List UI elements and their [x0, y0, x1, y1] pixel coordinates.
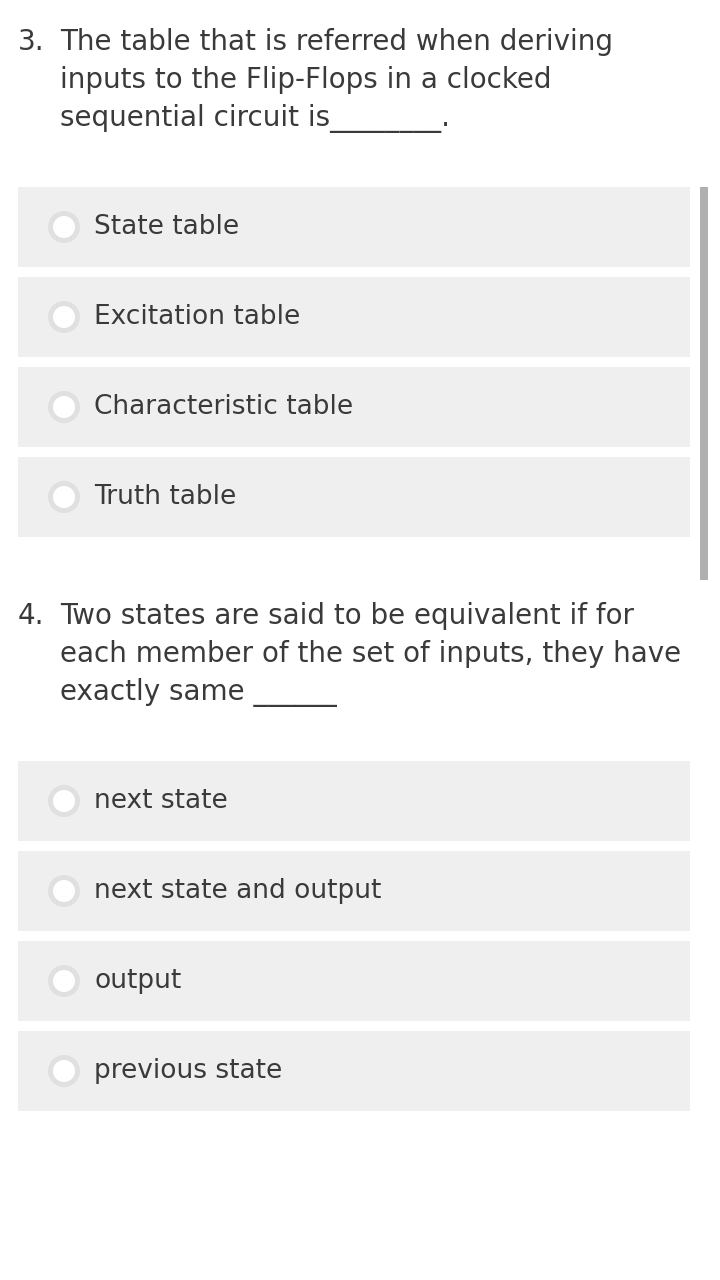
Bar — [18, 367, 690, 447]
Circle shape — [48, 301, 80, 333]
Circle shape — [53, 1060, 75, 1082]
Text: Excitation table: Excitation table — [94, 303, 300, 330]
Bar — [18, 851, 690, 931]
Text: exactly same ______: exactly same ______ — [60, 678, 337, 707]
Circle shape — [48, 785, 80, 817]
Bar — [18, 762, 690, 841]
Circle shape — [53, 486, 75, 508]
Bar — [700, 187, 708, 538]
Bar — [18, 187, 690, 268]
Circle shape — [53, 216, 75, 238]
Bar — [18, 457, 690, 538]
Text: Truth table: Truth table — [94, 484, 236, 509]
Circle shape — [53, 306, 75, 328]
Circle shape — [53, 790, 75, 812]
Text: Two states are said to be equivalent if for: Two states are said to be equivalent if … — [60, 602, 634, 630]
Circle shape — [53, 970, 75, 992]
Bar — [18, 1030, 690, 1111]
Text: Characteristic table: Characteristic table — [94, 394, 353, 420]
Circle shape — [48, 965, 80, 997]
Circle shape — [48, 390, 80, 422]
Text: 3.: 3. — [18, 28, 45, 56]
Text: next state and output: next state and output — [94, 878, 382, 904]
Text: 4.: 4. — [18, 602, 45, 630]
Circle shape — [48, 1055, 80, 1087]
Text: next state: next state — [94, 788, 228, 814]
Bar — [18, 276, 690, 357]
Text: each member of the set of inputs, they have: each member of the set of inputs, they h… — [60, 640, 681, 668]
Circle shape — [48, 876, 80, 908]
Text: The table that is referred when deriving: The table that is referred when deriving — [60, 28, 613, 56]
Text: State table: State table — [94, 214, 239, 241]
Text: output: output — [94, 968, 181, 995]
Circle shape — [53, 396, 75, 419]
Bar — [18, 941, 690, 1021]
Text: previous state: previous state — [94, 1059, 282, 1084]
Circle shape — [48, 481, 80, 513]
Circle shape — [53, 881, 75, 902]
Text: sequential circuit is________.: sequential circuit is________. — [60, 104, 450, 133]
Circle shape — [48, 211, 80, 243]
Bar — [700, 200, 708, 580]
Text: inputs to the Flip-Flops in a clocked: inputs to the Flip-Flops in a clocked — [60, 67, 552, 93]
